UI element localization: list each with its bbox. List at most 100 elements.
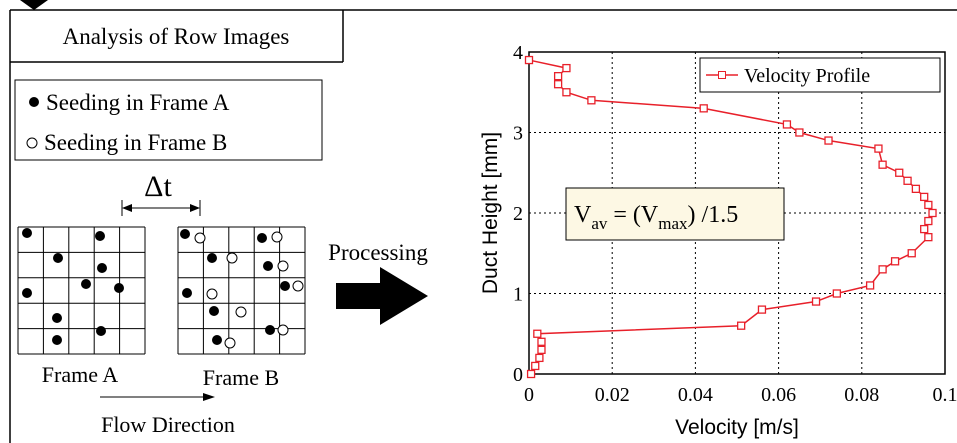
marker — [562, 63, 571, 73]
seed-dot — [209, 306, 219, 316]
dim-arrow — [122, 204, 132, 212]
marker — [824, 136, 833, 145]
annotation-part: = (V — [607, 202, 659, 228]
down-arrow — [20, 0, 48, 10]
marker — [562, 88, 571, 97]
marker — [895, 168, 904, 177]
marker — [878, 265, 887, 274]
chart: 0 0.02 0.04 0.06 0.08 0.1 0 1 2 3 4 Velocity [m/s] D… — [479, 42, 957, 439]
seed-dot-open — [277, 324, 289, 336]
marker — [865, 281, 875, 290]
plot-frame — [528, 51, 946, 375]
delta-label: Δt — [144, 170, 172, 203]
seed-dot — [53, 253, 63, 263]
seed-dot — [22, 288, 32, 298]
y-tick-label: 2 — [513, 203, 523, 225]
seed-dot — [207, 253, 217, 263]
marker — [878, 160, 887, 169]
y-tick-label: 0 — [513, 364, 523, 386]
marker — [524, 55, 534, 65]
seed-dot — [280, 281, 290, 291]
marker — [699, 104, 708, 113]
x-tick-label: 0.1 — [933, 384, 957, 406]
marker — [874, 144, 883, 153]
seed-dot-open — [226, 252, 238, 264]
legend-label: Seeding in Frame A — [46, 90, 230, 115]
y-tick-label: 1 — [513, 284, 523, 306]
seed-dot — [212, 335, 222, 345]
dim-arrow — [190, 204, 200, 212]
flow-label: Flow Direction — [101, 412, 235, 437]
seed-dot-open — [271, 231, 283, 243]
marker — [811, 297, 821, 306]
marker — [924, 216, 933, 226]
seed-dot — [257, 233, 267, 243]
marker — [535, 353, 544, 363]
seed-dot-open — [224, 337, 236, 349]
x-axis-label: Velocity [m/s] — [675, 416, 799, 439]
seed-dot — [81, 279, 91, 289]
marker — [537, 337, 546, 346]
diagram-title: Analysis of Row Images — [63, 24, 290, 49]
marker — [920, 224, 929, 234]
marker — [920, 192, 929, 202]
seed-dot — [97, 263, 107, 273]
seed-dot — [265, 325, 275, 335]
marker — [907, 249, 916, 258]
seed-dot — [22, 228, 32, 238]
y-tick-label: 4 — [513, 42, 523, 64]
annotation-part: V — [574, 202, 592, 228]
seed-dot-open — [194, 232, 206, 244]
seed-legend-box — [14, 79, 323, 161]
frame-b-grid — [177, 226, 306, 355]
x-tick-label: 0.02 — [595, 384, 630, 406]
marker — [533, 329, 542, 338]
marker — [911, 184, 921, 194]
seed-dot — [52, 335, 62, 345]
marker — [924, 232, 933, 242]
seed-dot — [263, 261, 273, 271]
seed-dot-open — [277, 260, 289, 272]
marker — [553, 72, 563, 81]
seed-dot-open — [206, 288, 218, 300]
marker — [526, 369, 536, 379]
y-axis-label: Duct Height [mm] — [479, 132, 502, 294]
seed-dot — [52, 313, 62, 323]
legend-dot-filled — [29, 97, 39, 107]
legend-label: Velocity Profile — [744, 65, 870, 87]
processing-label: Processing — [328, 240, 428, 265]
x-tick-label: 0.06 — [761, 384, 796, 406]
frame-label: Frame A — [42, 362, 118, 387]
marker — [587, 96, 596, 105]
marker — [531, 361, 540, 371]
x-tick-label: 0 — [524, 384, 534, 406]
legend-label: Seeding in Frame B — [44, 130, 227, 155]
marker — [553, 80, 563, 89]
seed-dot-open — [235, 306, 247, 318]
y-tick-label: 3 — [513, 123, 523, 145]
processing-arrow — [336, 267, 428, 325]
marker — [928, 208, 937, 218]
marker — [537, 345, 546, 355]
seed-dot — [114, 283, 124, 293]
marker — [737, 321, 746, 330]
marker — [795, 128, 804, 137]
annotation-box — [565, 187, 785, 241]
legend-box — [699, 57, 941, 93]
seed-dot — [96, 326, 106, 336]
seed-dot — [182, 288, 192, 298]
marker — [890, 257, 900, 266]
marker — [832, 289, 841, 298]
x-tick-label: 0.04 — [678, 384, 713, 406]
marker — [924, 200, 933, 210]
seed-dot-open — [292, 280, 304, 292]
diagram: Analysis of Row Images Seeding in Frame … — [9, 0, 957, 443]
flow-arrow — [203, 393, 215, 401]
frame-a-grid — [17, 226, 146, 355]
seed-dot — [95, 231, 105, 241]
annotation-part: max — [658, 214, 688, 233]
marker — [782, 120, 792, 129]
marker — [903, 176, 912, 185]
x-tick-label: 0.08 — [844, 384, 879, 406]
